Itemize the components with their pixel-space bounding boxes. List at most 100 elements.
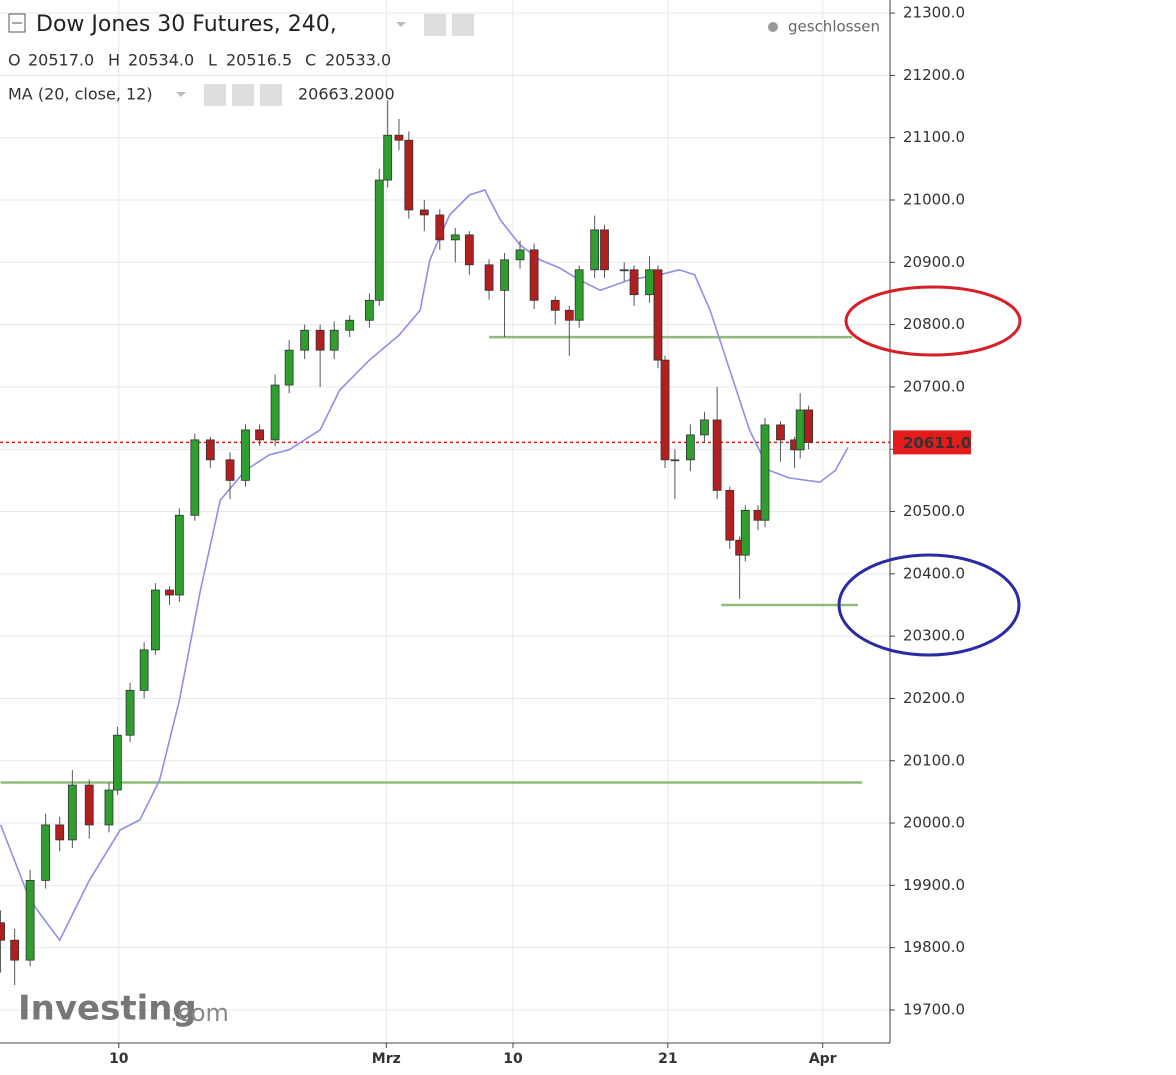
candle-body [419,209,429,216]
candle-body [804,409,814,443]
ma-line [0,189,849,942]
ohlc-value: 20534.0 [128,51,194,70]
candle-body [590,229,600,271]
x-tick-label: 10 [503,1051,523,1067]
status-dot [768,22,778,32]
candle-body [55,824,65,841]
candle-body [660,359,670,461]
candle-body [484,264,494,291]
candle-body [139,649,149,691]
x-tick-label: 10 [109,1051,129,1067]
candle-body [270,384,280,441]
candle-body [190,439,200,516]
chart-title: Dow Jones 30 Futures, 240, [36,12,337,37]
y-tick-label: 19900.0 [903,876,965,894]
candle-body [104,789,114,826]
y-tick-label: 21200.0 [903,66,965,84]
candle-body [795,409,805,451]
watermark: .com [170,999,229,1027]
candle-body [84,784,94,826]
ma-value: 20663.2000 [298,85,395,104]
y-tick-label: 21000.0 [903,191,965,209]
y-tick-label: 20400.0 [903,564,965,582]
candle-body [41,824,51,881]
ohlc-value: 20533.0 [325,51,391,70]
y-tick-label: 21100.0 [903,128,965,146]
collapse-icon[interactable] [8,13,26,33]
candle-body [740,509,750,556]
ohlc-label: L [208,51,217,70]
y-tick-label: 20300.0 [903,627,965,645]
candle-body [712,419,722,491]
candle-body [670,459,680,462]
settings-icon[interactable] [232,84,254,106]
eye-icon[interactable] [424,14,446,36]
status: geschlossen [788,18,880,36]
candle-body [205,439,215,461]
ohlc-value: 20517.0 [28,51,94,70]
candle-body [329,329,339,351]
dropdown-icon[interactable] [176,92,186,97]
candle-body [151,589,160,651]
settings-icon[interactable] [452,14,474,36]
candle-body [600,229,609,271]
candle-body [25,879,35,961]
dropdown-icon[interactable] [396,22,406,27]
y-tick-label: 20700.0 [903,377,965,395]
candle-body [760,424,770,521]
candle-body [394,134,404,141]
candle-body [464,234,474,266]
candle-body [113,734,122,791]
grid [0,0,890,1043]
ohlc-label: C [305,51,316,70]
candle-body [574,269,584,321]
plot [0,100,890,986]
candle-body [10,939,20,961]
candle-body [645,269,654,296]
candle-body [284,349,294,386]
candle-body [165,589,174,596]
y-tick-label: 20800.0 [903,315,965,333]
y-tick-label: 20200.0 [903,689,965,707]
y-tick-label: 20900.0 [903,253,965,271]
candle-body [629,269,639,296]
candle-body [255,429,264,441]
candle-body [700,419,709,436]
x-tick-label: Mrz [372,1051,401,1067]
ohlc-value: 20516.5 [226,51,292,70]
y-tick-label: 20100.0 [903,751,965,769]
candle-body [564,309,574,321]
eye-icon[interactable] [204,84,226,106]
x-tick-label: Apr [809,1051,837,1067]
candle-body [225,459,235,481]
candle-body [345,319,355,331]
highlight-circle [844,285,1022,357]
last-price-label: 20611.0 [903,434,971,452]
watermark: Investing [18,989,197,1029]
candle-body [529,249,539,301]
candle-body [241,429,250,481]
candle-body [67,784,77,841]
candle-body [365,299,374,321]
candle-body [515,249,525,261]
y-tick-label: 20500.0 [903,502,965,520]
ohlc-label: O [8,51,21,70]
close-icon[interactable] [260,84,282,106]
y-tick-label: 19700.0 [903,1000,965,1018]
candle-body [776,424,785,441]
candle-body [725,489,735,541]
ohlc-label: H [108,51,120,70]
candle-body [435,214,445,241]
candle-body [0,922,5,941]
y-tick-label: 20000.0 [903,814,965,832]
last-price-box [893,430,971,455]
candle-body [300,329,310,351]
candle-body [125,689,135,736]
candle-body [550,299,560,311]
highlight-circle [837,553,1021,657]
candle-body [450,234,460,241]
candle-body [174,514,184,596]
y-tick-label: 21300.0 [903,4,965,22]
candle-body [374,179,384,301]
candle-body [619,269,629,272]
